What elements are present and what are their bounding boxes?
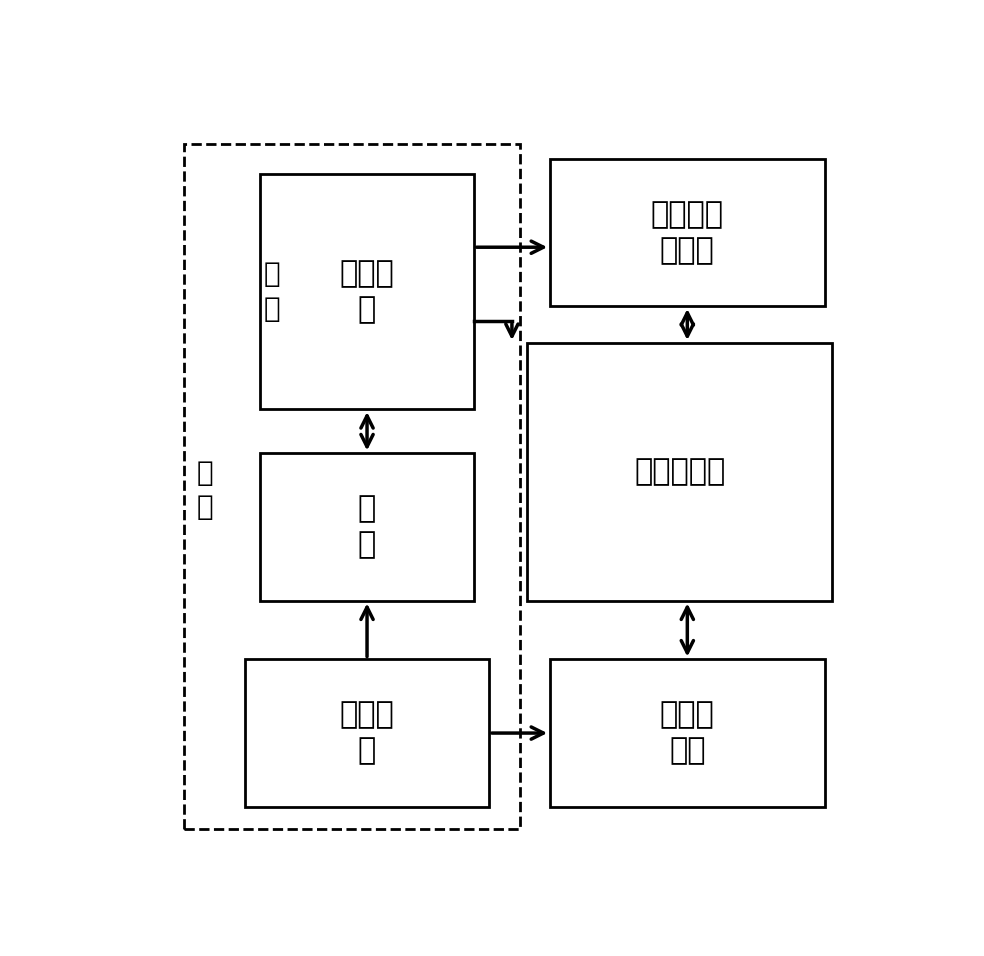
Bar [245,660,489,807]
Text: 微加速
度计: 微加速 度计 [660,701,714,766]
Text: 充电接
口: 充电接 口 [339,701,395,766]
Text: 电源管
理: 电源管 理 [339,259,395,324]
Bar [550,660,825,807]
Bar [261,453,474,600]
Text: 第一无线
收发器: 第一无线 收发器 [650,200,724,265]
Bar [550,159,825,306]
Text: 电
源: 电 源 [197,459,214,521]
Text: 单
元: 单 元 [264,260,280,323]
Text: 电
池: 电 池 [358,494,376,559]
Bar [527,343,832,600]
Bar [184,144,520,829]
Bar [261,174,474,409]
Text: 微控制单元: 微控制单元 [634,457,725,487]
